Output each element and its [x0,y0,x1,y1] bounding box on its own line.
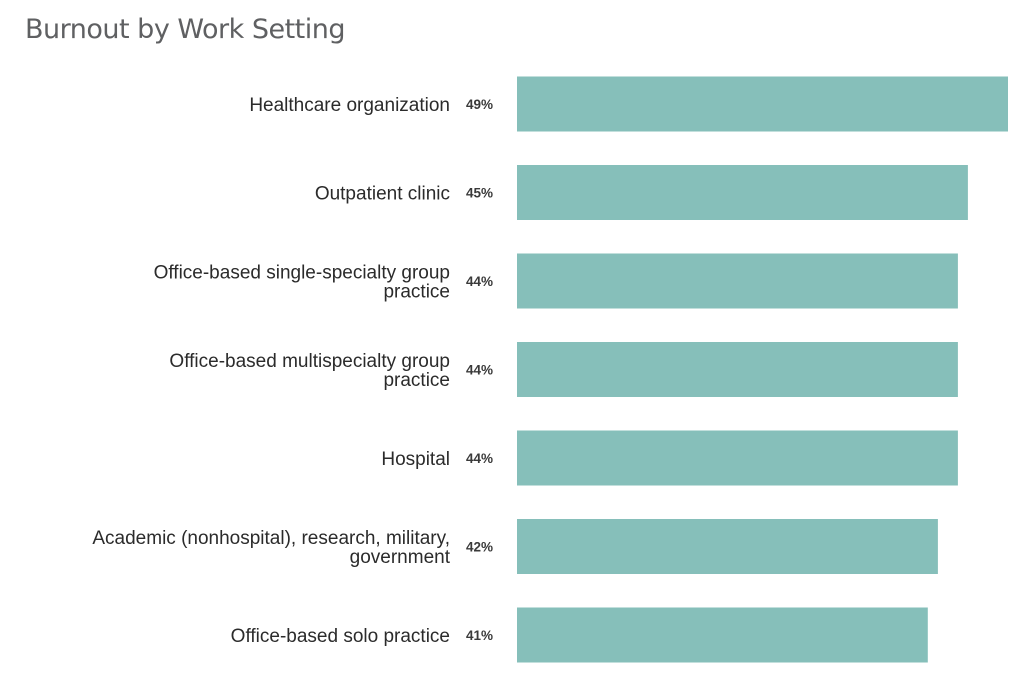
value-label-2: 45% [466,186,493,201]
value-label-1: 49% [466,97,493,112]
value-label-4: 44% [466,363,493,378]
chart-title: Burnout by Work Setting [25,14,346,45]
bar-1 [517,76,1008,132]
category-label-6-line-2: government [350,547,451,568]
bar-5 [517,430,958,486]
bar-3 [517,253,958,309]
value-label-6: 42% [466,540,493,555]
category-label-3-line-1: Office-based single-specialty group [154,263,450,284]
category-label-7: Office-based solo practice [231,626,450,647]
category-label-1: Healthcare organization [249,95,450,116]
value-label-3: 44% [466,274,493,289]
labels-layer: 49% Healthcare organization 45% Outpatient … [92,95,493,647]
category-label-5: Hospital [381,449,450,470]
bars-layer [517,76,1008,663]
bar-2 [517,165,968,220]
category-label-4-line-2: practice [383,370,450,391]
category-label-4-line-1: Office-based multispecialty group [169,351,450,372]
bar-4 [517,342,958,397]
bar-6 [517,519,938,574]
category-label-3-line-2: practice [383,282,450,303]
category-label-6-line-1: Academic (nonhospital), research, milita… [92,528,450,549]
value-label-7: 41% [466,628,493,643]
value-label-5: 44% [466,451,493,466]
bar-7 [517,607,928,663]
category-label-2: Outpatient clinic [315,184,450,205]
